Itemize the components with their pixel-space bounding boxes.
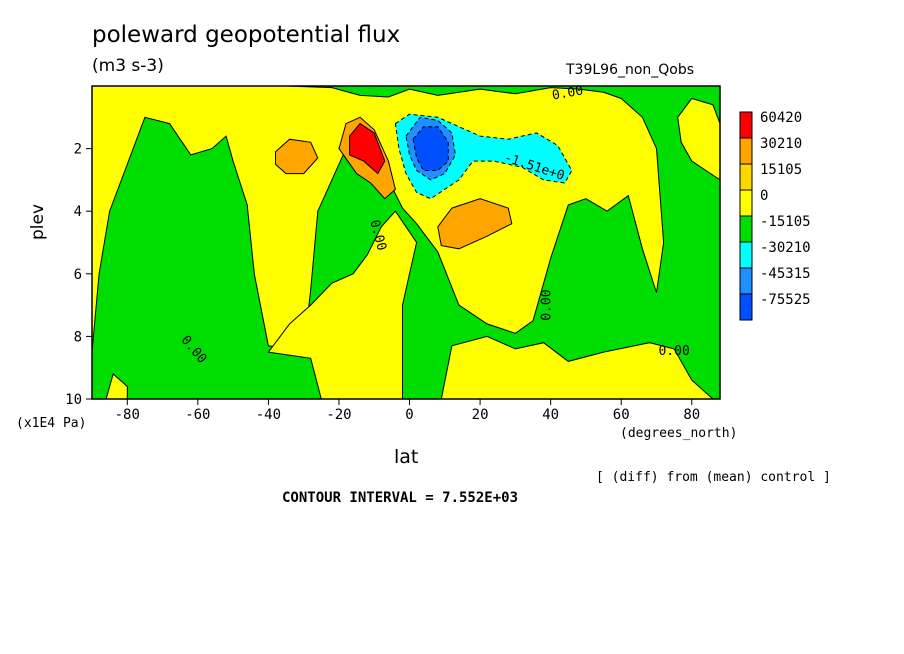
legend-label: 15105 (760, 162, 802, 178)
y-tick-label: 8 (74, 329, 82, 345)
contour-interval: CONTOUR INTERVAL = 7.552E+03 (282, 490, 519, 506)
x-tick-label: 0 (405, 407, 413, 423)
x-tick-label: -40 (256, 407, 281, 423)
chart-units: (m3 s-3) (92, 56, 164, 76)
x-tick-label: -60 (185, 407, 210, 423)
x-tick-label: 60 (613, 407, 630, 423)
contour-label: 0.00 (551, 83, 584, 103)
legend-label: -45315 (760, 266, 811, 282)
legend-swatch (739, 189, 753, 217)
x-axis-units: (degrees_north) (620, 426, 738, 441)
plot-frame (91, 85, 721, 400)
run-name: T39L96_non_Qobs (566, 62, 695, 78)
legend-label: -75525 (760, 292, 811, 308)
contour-region-7 (437, 198, 513, 250)
contour-label: 0.00 (540, 289, 555, 320)
legend-label: 60420 (760, 110, 802, 126)
x-axis-label: lat (394, 446, 419, 468)
x-tick-label: -80 (115, 407, 140, 423)
legend-label: 0 (760, 188, 768, 204)
y-axis-units: (x1E4 Pa) (16, 416, 87, 431)
contour-region-5 (275, 138, 319, 175)
legend-swatch (739, 111, 753, 139)
x-tick-label: 40 (542, 407, 559, 423)
legend-swatch (739, 241, 753, 269)
legend-swatch (739, 293, 753, 321)
legend-swatch (739, 163, 753, 191)
diff-note: [ (diff) from (mean) control ] (596, 470, 831, 485)
contour-region-2 (440, 335, 715, 400)
x-tick-label: -20 (326, 407, 351, 423)
y-tick-label: 2 (74, 142, 82, 158)
legend-swatch (739, 137, 753, 165)
legend-label: -15105 (760, 214, 811, 230)
contour-region-8 (349, 122, 386, 175)
legend-swatch (739, 267, 753, 295)
contour-label: 0.00 (658, 344, 689, 359)
contour-region-11 (412, 126, 449, 171)
x-tick-label: 20 (472, 407, 489, 423)
y-tick-label: 10 (65, 392, 82, 408)
chart-title: poleward geopotential flux (92, 22, 401, 48)
legend-swatch (739, 215, 753, 243)
legend-label: 30210 (760, 136, 802, 152)
y-tick-label: 4 (74, 204, 82, 220)
x-tick-label: 80 (683, 407, 700, 423)
legend-label: -30210 (760, 240, 811, 256)
y-tick-label: 6 (74, 267, 82, 283)
